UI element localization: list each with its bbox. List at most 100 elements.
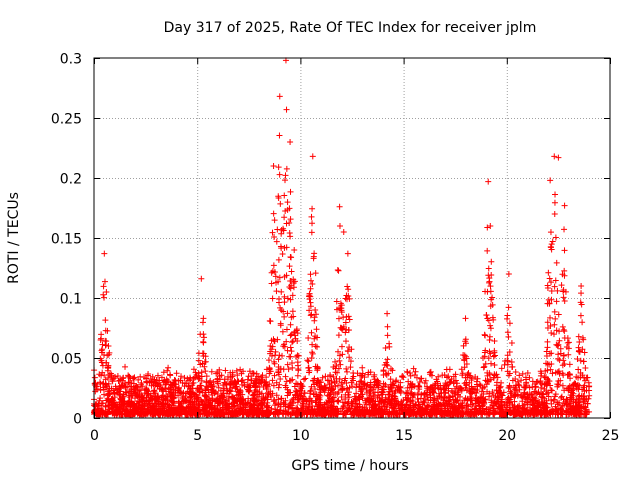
data-point (575, 403, 582, 410)
data-point (127, 409, 134, 416)
data-point (491, 398, 498, 405)
data-point (333, 405, 340, 412)
data-point (308, 213, 315, 220)
data-point (288, 268, 295, 275)
data-point (321, 401, 328, 408)
data-point (339, 325, 346, 332)
data-point (361, 382, 368, 389)
data-point (195, 400, 202, 407)
data-point (163, 388, 170, 395)
data-point (546, 275, 553, 282)
data-point (537, 379, 544, 386)
data-point (265, 410, 272, 417)
data-point (488, 360, 495, 367)
data-point (507, 396, 514, 403)
data-point (570, 396, 577, 403)
data-point (251, 391, 258, 398)
data-point (277, 200, 284, 207)
data-point (408, 384, 415, 391)
data-point (384, 323, 391, 330)
data-point (126, 400, 133, 407)
data-point (570, 390, 577, 397)
data-point (119, 381, 126, 388)
data-point (229, 403, 236, 410)
data-point (96, 411, 103, 418)
data-point (278, 288, 285, 295)
data-point (515, 410, 522, 417)
data-point (484, 315, 491, 322)
data-point (208, 389, 215, 396)
data-point (346, 316, 353, 323)
data-point (277, 365, 284, 372)
data-point (93, 385, 100, 392)
data-point (276, 132, 283, 139)
data-point (363, 389, 370, 396)
data-point (394, 384, 401, 391)
data-point (491, 347, 498, 354)
data-point (551, 199, 558, 206)
data-point (170, 400, 177, 407)
data-point (545, 389, 552, 396)
data-point (167, 372, 174, 379)
data-point (443, 366, 450, 373)
data-point (424, 385, 431, 392)
data-point (583, 408, 590, 415)
data-point (206, 402, 213, 409)
data-point (125, 379, 132, 386)
data-point (224, 387, 231, 394)
data-point (283, 272, 290, 279)
data-point (430, 389, 437, 396)
data-point (143, 386, 150, 393)
data-point (528, 407, 535, 414)
data-point (293, 404, 300, 411)
data-point (546, 300, 553, 307)
data-point (450, 396, 457, 403)
data-point (358, 378, 365, 385)
data-point (283, 220, 290, 227)
x-tick-label: 5 (193, 428, 202, 444)
data-point (148, 395, 155, 402)
data-point (288, 314, 295, 321)
data-point (202, 368, 209, 375)
data-point (547, 314, 554, 321)
data-point (356, 383, 363, 390)
data-point (154, 372, 161, 379)
data-point (309, 377, 316, 384)
data-point (390, 410, 397, 417)
data-point (101, 278, 108, 285)
data-point (246, 402, 253, 409)
data-point (199, 319, 206, 326)
data-point (299, 395, 306, 402)
data-point (561, 267, 568, 274)
data-point (504, 357, 511, 364)
data-point (120, 374, 127, 381)
data-point (336, 357, 343, 364)
data-point (242, 404, 249, 411)
data-point (218, 372, 225, 379)
data-point (336, 203, 343, 210)
data-point (553, 341, 560, 348)
data-point (332, 383, 339, 390)
data-point (275, 396, 282, 403)
data-point (329, 386, 336, 393)
data-point (268, 405, 275, 412)
data-point (555, 377, 562, 384)
data-point (123, 407, 130, 414)
data-point (130, 404, 137, 411)
data-point (388, 393, 395, 400)
data-point (513, 387, 520, 394)
data-point (275, 401, 282, 408)
data-point (464, 371, 471, 378)
data-point (322, 373, 329, 380)
data-point (550, 398, 557, 405)
data-point (246, 368, 253, 375)
data-point (308, 229, 315, 236)
data-point (312, 307, 319, 314)
data-point (485, 409, 492, 416)
data-point (161, 407, 168, 414)
data-point (338, 394, 345, 401)
data-point (101, 391, 108, 398)
data-point (138, 392, 145, 399)
data-point (232, 410, 239, 417)
data-point (460, 408, 467, 415)
